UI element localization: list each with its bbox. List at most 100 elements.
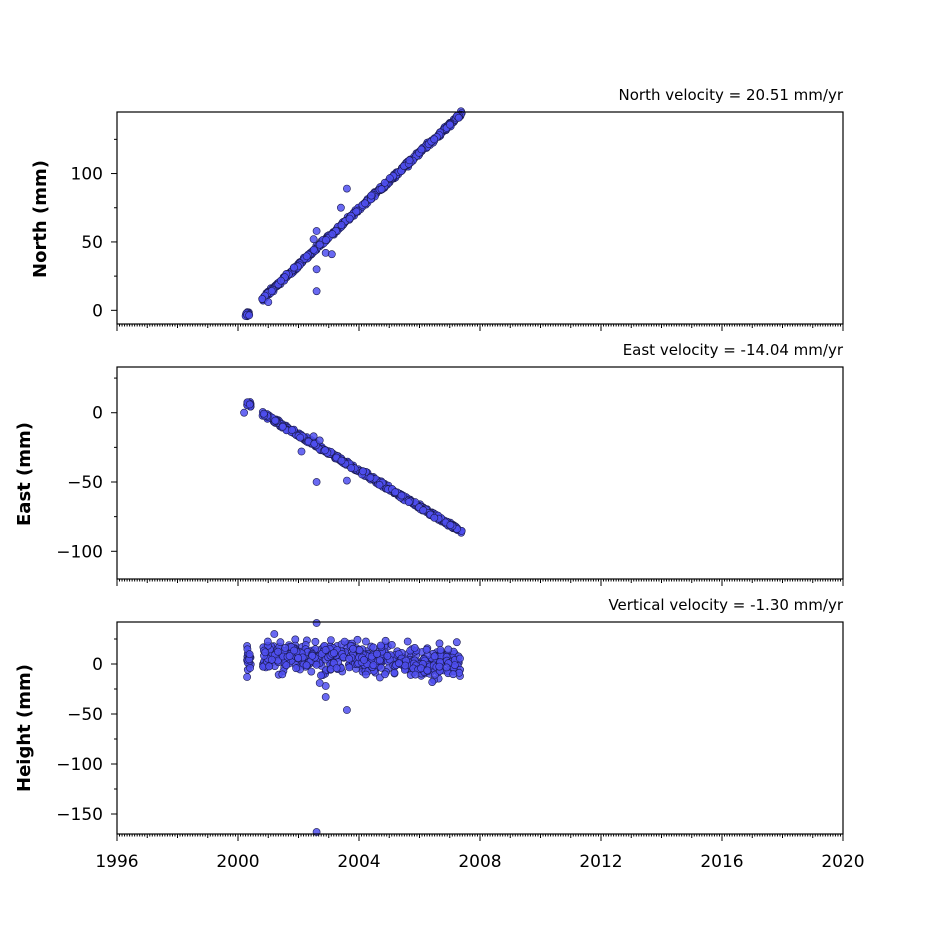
data-point bbox=[359, 467, 367, 476]
data-point bbox=[385, 174, 394, 183]
data-point bbox=[355, 646, 364, 654]
outlier-point bbox=[312, 478, 321, 486]
north-velocity-title: North velocity = 20.51 mm/yr bbox=[619, 86, 844, 104]
outlier-point bbox=[297, 447, 306, 456]
outlier-point bbox=[336, 203, 345, 212]
data-point bbox=[446, 521, 455, 529]
vertical-velocity-title: Vertical velocity = -1.30 mm/yr bbox=[608, 596, 843, 614]
outlier-point bbox=[312, 287, 321, 296]
data-point bbox=[307, 667, 316, 676]
data-point bbox=[405, 156, 414, 165]
data-point bbox=[287, 426, 296, 434]
y-tick-label: −100 bbox=[56, 755, 103, 775]
x-tick-label: 2008 bbox=[458, 852, 501, 872]
data-point bbox=[337, 221, 346, 229]
data-point bbox=[345, 654, 353, 663]
data-point bbox=[456, 654, 464, 663]
data-point bbox=[450, 661, 459, 669]
data-point bbox=[276, 276, 285, 285]
data-point bbox=[361, 199, 369, 208]
data-point bbox=[267, 655, 276, 664]
data-point bbox=[326, 636, 335, 644]
data-point bbox=[308, 651, 317, 660]
data-point bbox=[423, 666, 432, 675]
east-points bbox=[240, 398, 466, 537]
data-point bbox=[312, 660, 321, 669]
data-point bbox=[419, 506, 428, 515]
data-point bbox=[309, 245, 318, 254]
data-point bbox=[302, 252, 311, 261]
east-ticks: 0 −50 −100 bbox=[56, 377, 844, 586]
data-point bbox=[373, 650, 381, 658]
data-point bbox=[345, 214, 354, 223]
data-point bbox=[449, 670, 458, 679]
data-point bbox=[337, 456, 346, 465]
east-panel: East velocity = -14.04 mm/yr East (mm) 0… bbox=[14, 341, 844, 586]
outlier-point bbox=[312, 265, 321, 274]
data-point bbox=[381, 670, 389, 679]
outlier-point bbox=[240, 408, 248, 417]
data-point bbox=[436, 646, 445, 654]
data-point bbox=[435, 639, 444, 648]
data-point bbox=[417, 145, 426, 154]
x-tick-label: 2004 bbox=[337, 852, 380, 872]
data-point bbox=[278, 670, 287, 679]
north-ylabel: North (mm) bbox=[30, 160, 51, 278]
data-point bbox=[446, 120, 454, 129]
data-point bbox=[328, 230, 337, 238]
outlier-point bbox=[327, 250, 336, 259]
y-tick-label: −50 bbox=[67, 705, 103, 725]
data-point bbox=[245, 311, 254, 320]
data-point bbox=[302, 661, 311, 670]
outlier-point bbox=[315, 679, 324, 687]
data-point bbox=[377, 185, 386, 194]
north-ticks: 0 50 100 bbox=[71, 138, 844, 331]
north-panel: North velocity = 20.51 mm/yr North (mm) … bbox=[30, 86, 844, 331]
data-point bbox=[367, 191, 376, 200]
x-tick-label: 2012 bbox=[579, 852, 622, 872]
data-point bbox=[361, 670, 370, 679]
data-point bbox=[274, 647, 282, 656]
data-point bbox=[281, 644, 290, 652]
outlier-point bbox=[270, 630, 279, 638]
data-point bbox=[375, 656, 384, 665]
data-point bbox=[454, 113, 463, 122]
data-point bbox=[282, 661, 291, 670]
x-tick-labels: 1996 2000 2004 2008 2012 2016 2020 bbox=[95, 852, 864, 872]
data-point bbox=[410, 644, 419, 652]
east-velocity-title: East velocity = -14.04 mm/yr bbox=[623, 341, 844, 359]
y-tick-label: 50 bbox=[81, 233, 103, 253]
data-point bbox=[397, 491, 406, 500]
data-point bbox=[258, 294, 267, 303]
y-tick-label: 100 bbox=[71, 165, 103, 185]
data-point bbox=[353, 635, 362, 644]
data-point bbox=[290, 646, 298, 655]
data-point bbox=[349, 644, 357, 653]
data-point bbox=[329, 649, 338, 657]
x-tick-label: 2016 bbox=[700, 852, 743, 872]
data-point bbox=[245, 650, 254, 659]
data-point bbox=[245, 400, 254, 409]
data-point bbox=[296, 433, 305, 442]
height-axes-frame bbox=[116, 621, 844, 835]
data-point bbox=[265, 662, 273, 671]
x-tick-label: 2020 bbox=[821, 852, 864, 872]
data-point bbox=[259, 409, 268, 418]
data-point bbox=[267, 287, 276, 295]
data-point bbox=[428, 678, 437, 686]
data-point bbox=[380, 178, 389, 187]
data-point bbox=[360, 656, 368, 664]
x-tick-label: 1996 bbox=[95, 852, 138, 872]
data-point bbox=[276, 638, 285, 647]
y-tick-label: 0 bbox=[92, 655, 103, 675]
data-point bbox=[352, 207, 361, 216]
data-point bbox=[321, 446, 329, 455]
data-point bbox=[391, 488, 400, 497]
data-point bbox=[261, 648, 270, 657]
data-point bbox=[292, 664, 300, 673]
outlier-point bbox=[243, 673, 251, 681]
data-point bbox=[317, 671, 325, 680]
data-point bbox=[403, 637, 412, 646]
data-point bbox=[311, 637, 320, 646]
data-point bbox=[430, 652, 439, 661]
